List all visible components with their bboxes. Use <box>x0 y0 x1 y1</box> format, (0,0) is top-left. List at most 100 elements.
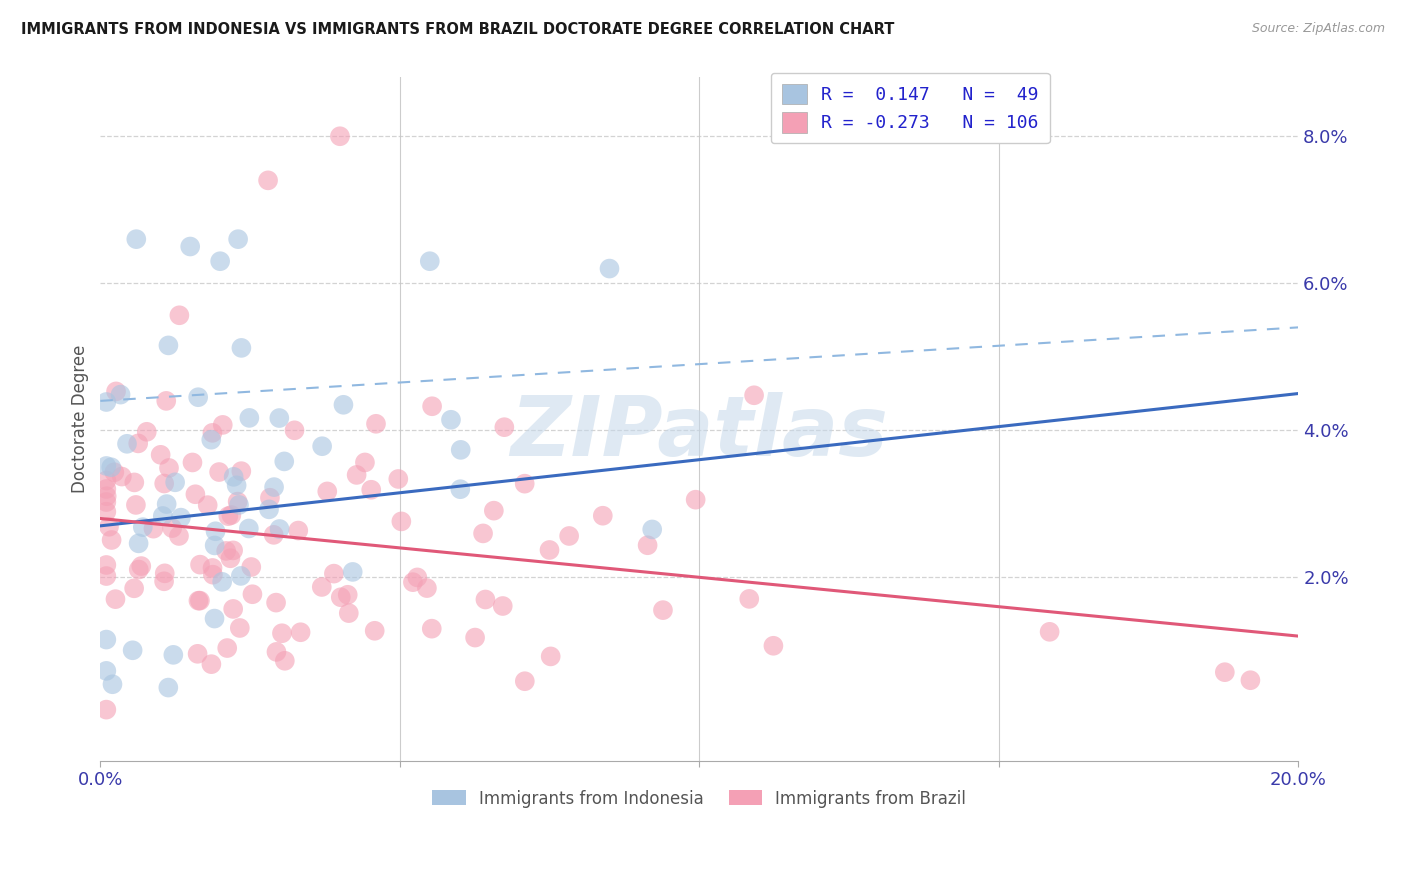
Point <box>201 561 224 575</box>
Text: IMMIGRANTS FROM INDONESIA VS IMMIGRANTS FROM BRAZIL DOCTORATE DEGREE CORRELATION: IMMIGRANTS FROM INDONESIA VS IMMIGRANTS … <box>21 22 894 37</box>
Point <box>122 582 145 596</box>
Point <box>450 442 472 457</box>
Point <box>152 508 174 523</box>
Point <box>762 639 785 653</box>
Point <box>259 491 281 505</box>
Point <box>105 384 128 399</box>
Point <box>111 469 134 483</box>
Point <box>240 560 263 574</box>
Point <box>153 476 176 491</box>
Point <box>513 476 536 491</box>
Point <box>494 420 516 434</box>
Point <box>197 498 219 512</box>
Point <box>257 502 280 516</box>
Point <box>598 261 620 276</box>
Point <box>652 603 675 617</box>
Point <box>128 536 150 550</box>
Point <box>156 497 179 511</box>
Point <box>449 482 471 496</box>
Point <box>419 254 441 268</box>
Point <box>98 520 121 534</box>
Point <box>269 411 291 425</box>
Point <box>179 239 201 253</box>
Point <box>96 495 118 509</box>
Point <box>637 538 659 552</box>
Point <box>238 410 260 425</box>
Point <box>103 465 125 479</box>
Point <box>332 398 354 412</box>
Point <box>215 544 238 558</box>
Point <box>229 621 252 635</box>
Point <box>263 528 285 542</box>
Point <box>329 591 352 605</box>
Point <box>157 681 180 695</box>
Point <box>290 625 312 640</box>
Point <box>170 510 193 524</box>
Point <box>96 489 118 503</box>
Point <box>257 173 280 187</box>
Point <box>222 543 245 558</box>
Point <box>342 565 364 579</box>
Point <box>217 509 239 524</box>
Point <box>226 494 249 508</box>
Point <box>129 559 152 574</box>
Point <box>135 425 157 439</box>
Point <box>115 437 138 451</box>
Point <box>329 129 352 144</box>
Point <box>360 483 382 497</box>
Point <box>354 455 377 469</box>
Point <box>149 448 172 462</box>
Point <box>165 475 187 490</box>
Point <box>188 558 211 572</box>
Legend: Immigrants from Indonesia, Immigrants from Brazil: Immigrants from Indonesia, Immigrants fr… <box>426 783 973 814</box>
Point <box>1213 665 1236 680</box>
Point <box>228 498 250 512</box>
Point <box>96 664 118 678</box>
Point <box>200 657 222 672</box>
Text: Source: ZipAtlas.com: Source: ZipAtlas.com <box>1251 22 1385 36</box>
Point <box>157 338 180 352</box>
Point <box>346 467 368 482</box>
Point <box>231 341 253 355</box>
Point <box>229 569 252 583</box>
Point <box>482 503 505 517</box>
Point <box>157 461 180 475</box>
Point <box>181 455 204 469</box>
Point <box>222 602 245 616</box>
Point <box>211 574 233 589</box>
Point <box>110 387 132 401</box>
Point <box>538 543 561 558</box>
Point <box>96 505 118 519</box>
Point <box>187 390 209 404</box>
Point <box>167 529 190 543</box>
Point <box>440 413 463 427</box>
Point <box>540 649 562 664</box>
Point <box>201 567 224 582</box>
Point <box>128 563 150 577</box>
Point <box>127 436 149 450</box>
Point <box>389 515 412 529</box>
Point <box>336 588 359 602</box>
Point <box>263 480 285 494</box>
Point <box>217 641 239 656</box>
Point <box>364 417 387 431</box>
Point <box>513 674 536 689</box>
Point <box>187 593 209 607</box>
Point <box>1039 624 1062 639</box>
Point <box>125 498 148 512</box>
Point <box>271 626 294 640</box>
Point <box>269 522 291 536</box>
Point <box>211 417 233 432</box>
Point <box>100 460 122 475</box>
Point <box>287 524 309 538</box>
Point <box>96 632 118 647</box>
Point <box>738 591 761 606</box>
Point <box>201 425 224 440</box>
Point <box>222 470 245 484</box>
Point <box>104 592 127 607</box>
Point <box>337 606 360 620</box>
Point <box>204 524 226 539</box>
Point <box>474 592 496 607</box>
Point <box>685 492 707 507</box>
Point <box>225 478 247 492</box>
